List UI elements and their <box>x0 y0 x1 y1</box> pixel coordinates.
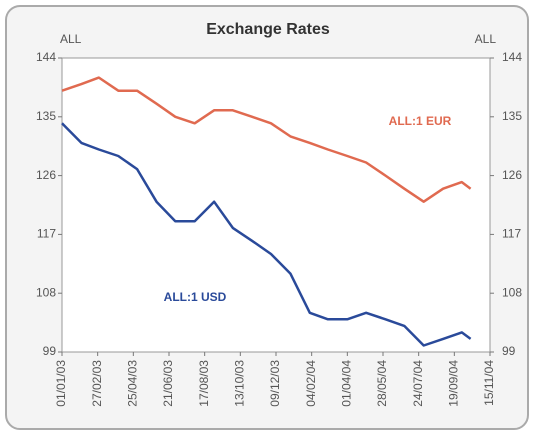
series-label: ALL:1 USD <box>164 290 227 304</box>
y2-axis-label: ALL <box>475 32 497 46</box>
x-tick-label: 09/12/03 <box>268 360 282 407</box>
y-tick-label: 99 <box>43 344 57 358</box>
y-tick-label: 126 <box>36 168 56 182</box>
plot-area <box>61 57 491 353</box>
y2-tick-label: 135 <box>502 109 522 123</box>
x-tick-label: 15/11/04 <box>482 360 496 406</box>
y-tick-label: 144 <box>36 50 56 64</box>
x-tick-label: 24/07/04 <box>411 360 425 407</box>
series-line <box>61 76 472 203</box>
y2-tick-label: 117 <box>502 227 521 241</box>
x-tick-label: 21/06/03 <box>161 360 175 407</box>
y-tick-label: 117 <box>37 227 56 241</box>
x-tick-label: 04/02/04 <box>304 360 318 407</box>
y-tick-label: 135 <box>36 109 56 123</box>
x-tick-label: 17/08/03 <box>197 360 211 407</box>
series-label: ALL:1 EUR <box>389 114 452 128</box>
y-axis-label: ALL <box>60 32 82 46</box>
series-line <box>61 122 472 347</box>
x-tick-label: 19/09/04 <box>447 360 461 407</box>
y2-tick-label: 108 <box>502 285 522 299</box>
y2-tick-label: 126 <box>502 168 522 182</box>
y-tick-label: 108 <box>36 285 56 299</box>
chart-title: Exchange Rates <box>206 21 330 38</box>
x-tick-label: 13/10/03 <box>233 360 247 407</box>
x-tick-label: 25/04/03 <box>126 360 140 407</box>
y2-tick-label: 144 <box>502 50 522 64</box>
x-tick-label: 01/04/04 <box>340 360 354 407</box>
y2-tick-label: 99 <box>502 344 516 358</box>
x-tick-label: 01/01/03 <box>54 360 68 407</box>
x-tick-label: 27/02/03 <box>90 360 104 407</box>
x-tick-label: 28/05/04 <box>375 360 389 407</box>
